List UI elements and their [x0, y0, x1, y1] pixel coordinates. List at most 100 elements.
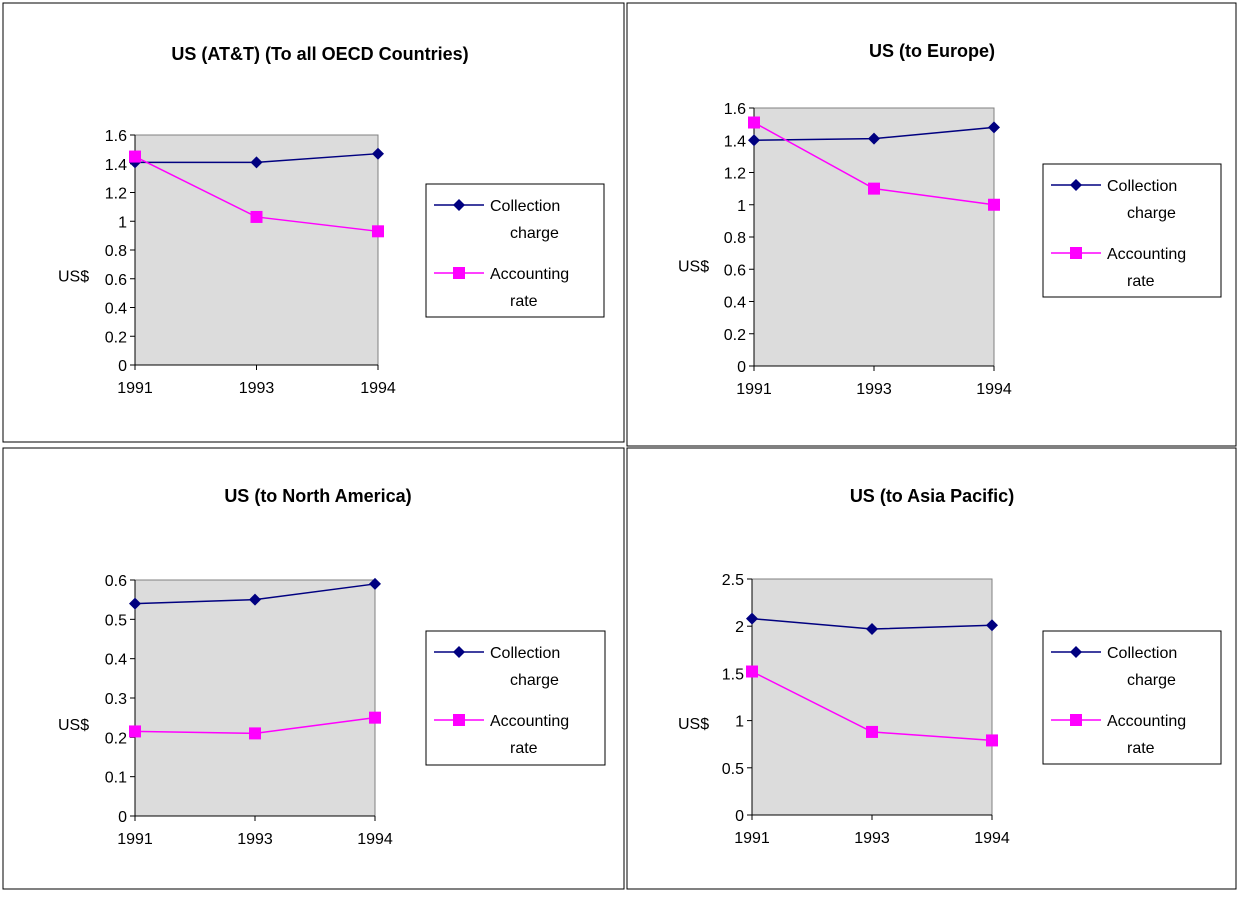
legend-label: charge: [510, 225, 559, 242]
chart-panel-asia-pacific: US (to Asia Pacific) 0 0.5 1 1.5 2 2.5 1991 199…: [626, 447, 1237, 890]
legend-marker: [453, 267, 465, 279]
x-tick-label: 1993: [854, 830, 890, 847]
x-tick-label: 1991: [117, 380, 153, 397]
chart-panel-europe: US (to Europe) 0 0.2 0.4 0.6 0.8 1 1.2 1.4 1.6 19…: [626, 2, 1237, 447]
legend-label: Accounting: [490, 713, 569, 730]
legend-label: charge: [510, 672, 559, 689]
chart-title: US (to Europe): [869, 41, 995, 61]
x-tick-label: 1993: [239, 380, 275, 397]
y-tick-label: 0.2: [724, 327, 746, 344]
y-tick-label: 1.2: [724, 166, 746, 183]
y-tick-label: 1.5: [722, 666, 744, 683]
chart-title: US (AT&T) (To all OECD Countries): [171, 44, 468, 64]
x-tick-label: 1994: [360, 380, 396, 397]
y-axis-label: US$: [58, 717, 89, 734]
x-tick-label: 1994: [357, 831, 393, 848]
data-point: [250, 210, 263, 223]
legend-label: Collection: [490, 198, 560, 215]
y-tick-label: 0: [735, 808, 744, 825]
chart-panel-north-america: US (to North America) 0 0.1 0.2 0.3 0.4 0.5 0.…: [2, 447, 625, 890]
data-point: [249, 593, 261, 606]
legend-marker: [1070, 646, 1082, 658]
data-point: [746, 612, 758, 625]
y-tick-label: 1.4: [724, 133, 746, 150]
y-tick-label: 0: [118, 809, 127, 826]
y-tick-label: 1: [118, 214, 127, 231]
legend-label: Collection: [1107, 645, 1177, 662]
data-point: [868, 182, 880, 195]
data-point: [868, 132, 880, 145]
y-tick-label: 2: [735, 619, 744, 636]
data-point: [129, 150, 141, 163]
data-point: [866, 725, 878, 738]
legend: Collection charge Accounting rate: [425, 183, 605, 318]
chart-title: US (to North America): [224, 486, 411, 506]
data-point: [129, 725, 141, 738]
legend-label: rate: [1127, 273, 1155, 290]
data-point: [129, 597, 141, 610]
legend-label: rate: [1127, 740, 1155, 757]
data-point: [748, 116, 760, 129]
legend-label: Accounting: [1107, 713, 1186, 730]
data-point: [988, 121, 1000, 134]
legend-label: Accounting: [490, 266, 569, 283]
x-tick-label: 1993: [856, 381, 892, 398]
y-tick-label: 1: [735, 714, 744, 731]
x-tick-label: 1994: [976, 381, 1012, 398]
y-tick-label: 0.8: [724, 230, 746, 247]
y-tick-label: 0.6: [724, 262, 746, 279]
y-tick-label: 0.1: [105, 770, 127, 787]
y-tick-label: 0.3: [105, 691, 127, 708]
y-tick-label: 1.2: [105, 186, 127, 203]
legend-marker: [1070, 247, 1082, 259]
legend-label: charge: [1127, 205, 1176, 222]
data-point: [249, 727, 261, 740]
legend-marker: [453, 714, 465, 726]
y-tick-label: 0.6: [105, 272, 127, 289]
y-axis-label: US$: [678, 716, 709, 733]
data-point: [369, 577, 381, 590]
data-point: [748, 134, 760, 147]
y-tick-label: 0.4: [105, 301, 127, 318]
x-tick-label: 1991: [117, 831, 153, 848]
y-tick-label: 0.8: [105, 243, 127, 260]
legend-label: rate: [510, 293, 538, 310]
y-tick-label: 0: [118, 358, 127, 375]
legend-marker: [453, 646, 465, 658]
legend-label: Accounting: [1107, 246, 1186, 263]
x-tick-label: 1994: [974, 830, 1010, 847]
y-tick-label: 0.6: [105, 573, 127, 590]
chart-title: US (to Asia Pacific): [850, 486, 1014, 506]
y-tick-label: 2.5: [722, 572, 744, 589]
plot-area: [751, 578, 993, 816]
y-tick-label: 1.6: [724, 101, 746, 118]
data-point: [250, 156, 263, 169]
chart-panel-oecd: US (AT&T) (To all OECD Countries) 0 0.2 0.…: [2, 2, 625, 443]
legend: Collection charge Accounting rate: [1042, 163, 1222, 298]
y-tick-label: 0.4: [724, 295, 746, 312]
y-tick-label: 0: [737, 359, 746, 376]
data-point: [986, 619, 998, 632]
y-axis-label: US$: [58, 268, 89, 285]
y-tick-label: 1.4: [105, 157, 127, 174]
legend-marker: [1070, 714, 1082, 726]
y-tick-label: 1.6: [105, 128, 127, 145]
legend: Collection charge Accounting rate: [1042, 630, 1222, 765]
y-tick-label: 0.5: [105, 612, 127, 629]
x-tick-label: 1993: [237, 831, 273, 848]
legend: Collection charge Accounting rate: [425, 630, 606, 766]
y-tick-label: 0.2: [105, 329, 127, 346]
y-tick-label: 0.2: [105, 730, 127, 747]
data-point: [372, 225, 384, 238]
plot-area: [134, 134, 379, 366]
data-point: [372, 147, 384, 160]
legend-label: Collection: [1107, 178, 1177, 195]
data-point: [746, 665, 758, 678]
data-point: [986, 734, 998, 747]
legend-label: Collection: [490, 645, 560, 662]
data-point: [988, 198, 1000, 211]
plot-area: [753, 107, 995, 367]
plot-area: [134, 579, 376, 817]
x-tick-label: 1991: [736, 381, 772, 398]
